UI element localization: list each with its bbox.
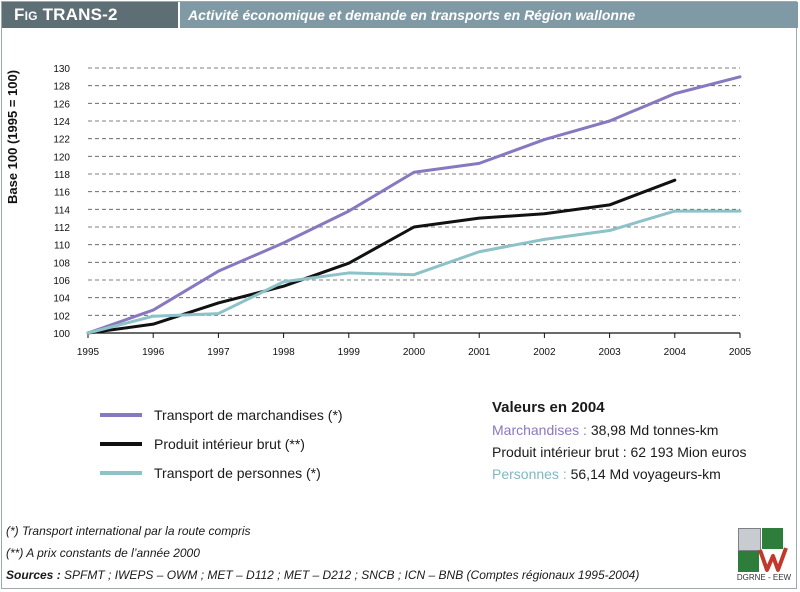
legend-swatch-marchandises (100, 412, 142, 417)
y-tick-label: 108 (53, 258, 70, 269)
x-tick-label: 1998 (272, 347, 295, 358)
value-text: 62 193 Mion euros (626, 444, 747, 460)
figure-code-prefix: Fig (14, 5, 38, 24)
y-tick-label: 100 (53, 329, 70, 340)
footnote-1: (*) Transport international par la route… (6, 524, 251, 538)
dgrne-logo: DGRNE - EEW (734, 528, 794, 586)
x-tick-label: 2001 (468, 347, 491, 358)
y-tick-label: 120 (53, 152, 70, 163)
y-tick-label: 124 (53, 117, 70, 128)
value-line-marchandises: Marchandises : 38,98 Md tonnes-km (492, 419, 746, 441)
value-line-pib: Produit intérieur brut : 62 193 Mion eur… (492, 441, 746, 463)
y-tick-label: 122 (53, 135, 70, 146)
legend-swatch-personnes (100, 470, 142, 475)
logo-square-icon (738, 528, 761, 551)
x-tick-label: 1996 (142, 347, 165, 358)
y-tick-label: 104 (53, 294, 70, 305)
x-tick-label: 1995 (77, 347, 100, 358)
walloon-rooster-icon (758, 547, 788, 572)
figure-code: Fig TRANS-2 (2, 2, 178, 28)
x-tick-label: 2000 (403, 347, 426, 358)
figure-title: Activité économique et demande en transp… (178, 2, 798, 28)
y-axis-label: Base 100 (1995 = 100) (5, 70, 20, 204)
chart-axes: 100 102 104 106 108 110 112 114 116 118 120 122 124 1… (53, 64, 751, 358)
value-label: Personnes : (492, 466, 567, 482)
footnotes: (*) Transport international par la route… (6, 520, 639, 586)
value-text: 56,14 Md voyageurs-km (566, 466, 721, 482)
value-label: Produit intérieur brut : (492, 444, 627, 460)
y-tick-label: 126 (53, 99, 70, 110)
legend-swatch-pib (100, 441, 142, 446)
legend-label: Transport de personnes (*) (154, 464, 321, 481)
y-tick-label: 116 (54, 188, 70, 199)
x-tick-label: 2003 (598, 347, 621, 358)
chart-series (86, 75, 742, 335)
x-tick-label: 1997 (207, 347, 230, 358)
y-tick-label: 112 (54, 223, 70, 234)
legend-label: Transport de marchandises (*) (154, 406, 343, 423)
y-tick-label: 106 (53, 276, 70, 287)
values-title: Valeurs en 2004 (492, 399, 605, 416)
legend-item-marchandises: Transport de marchandises (*) (100, 400, 343, 429)
sources-line: Sources : SPFMT ; IWEPS – OWM ; MET – D1… (6, 564, 639, 586)
y-tick-label: 118 (54, 170, 70, 181)
y-tick-label: 128 (53, 82, 70, 93)
logo-text: DGRNE - EEW (736, 573, 792, 582)
figure-code-number: TRANS-2 (42, 5, 118, 24)
sources-text: SPFMT ; IWEPS – OWM ; MET – D112 ; MET –… (60, 568, 640, 582)
sources-label: Sources : (6, 568, 61, 582)
footnote-2: (**) A prix constants de l’année 2000 (6, 546, 200, 560)
series-line-0 (86, 75, 742, 335)
logo-square-icon (762, 528, 783, 549)
series-line-1 (86, 178, 677, 335)
values-2004-box: Valeurs en 2004 Marchandises : 38,98 Md … (492, 397, 746, 485)
legend-item-personnes: Transport de personnes (*) (100, 458, 343, 487)
series-line-2 (86, 209, 742, 335)
x-tick-label: 2002 (533, 347, 556, 358)
value-label: Marchandises : (492, 422, 587, 438)
y-tick-label: 110 (54, 241, 70, 252)
y-tick-label: 114 (54, 205, 70, 216)
x-tick-label: 2004 (664, 347, 687, 358)
y-tick-label: 102 (53, 311, 70, 322)
value-line-personnes: Personnes : 56,14 Md voyageurs-km (492, 463, 746, 485)
chart-legend: Transport de marchandises (*) Produit in… (100, 400, 343, 487)
x-tick-label: 2005 (729, 347, 752, 358)
y-tick-label: 130 (53, 64, 70, 75)
value-text: 38,98 Md tonnes-km (586, 422, 719, 438)
logo-square-icon (738, 551, 759, 572)
legend-label: Produit intérieur brut (**) (154, 435, 305, 452)
legend-item-pib: Produit intérieur brut (**) (100, 429, 343, 458)
figure-header: Fig TRANS-2 Activité économique et deman… (2, 2, 798, 28)
x-tick-label: 1999 (338, 347, 361, 358)
